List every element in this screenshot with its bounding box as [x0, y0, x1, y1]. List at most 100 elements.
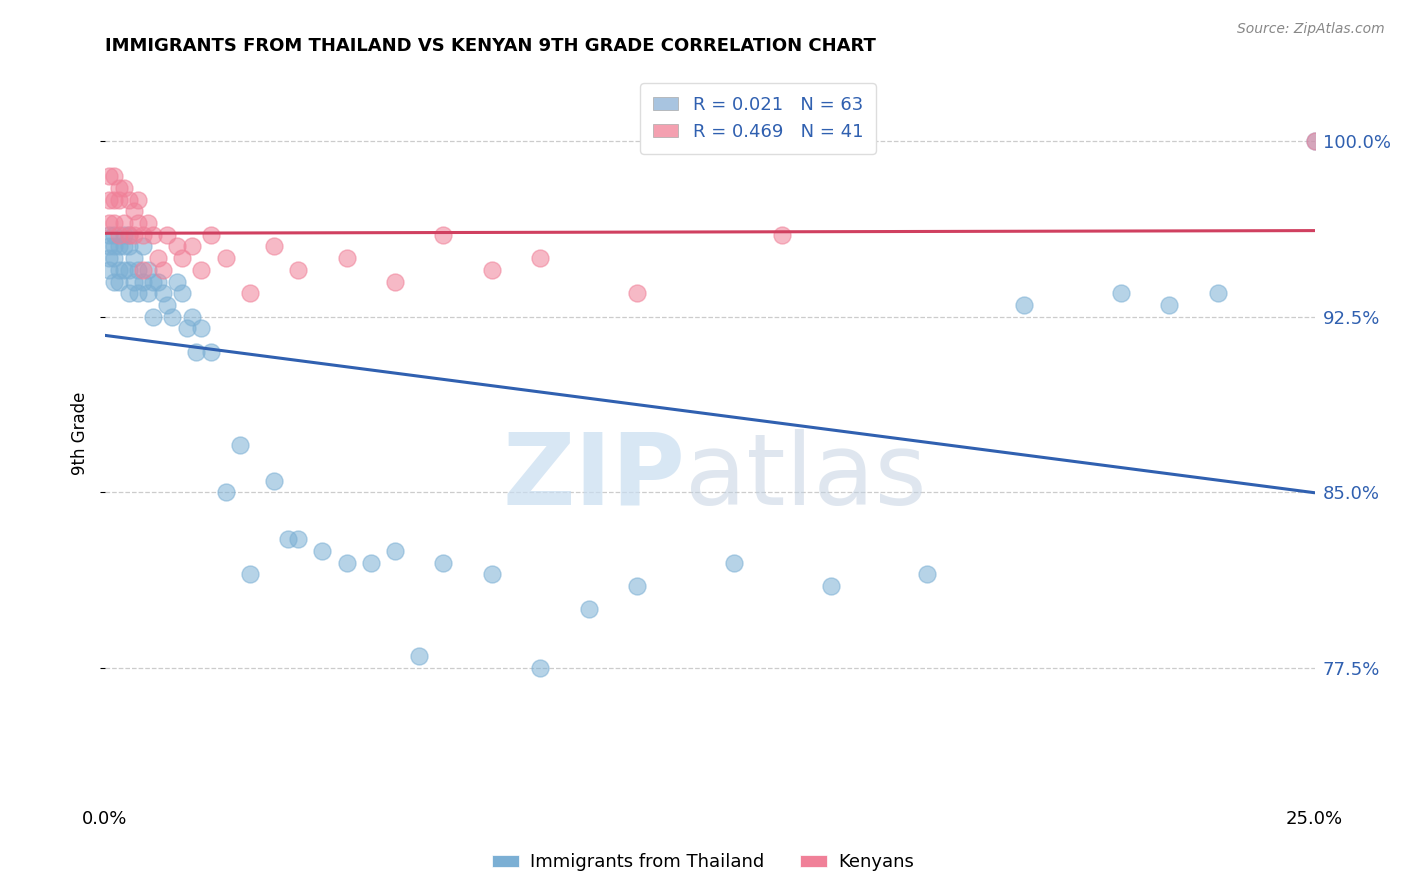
Point — [146, 275, 169, 289]
Point — [311, 544, 333, 558]
Point — [432, 556, 454, 570]
Point — [770, 227, 793, 242]
Point — [108, 227, 131, 242]
Point — [122, 251, 145, 265]
Point — [122, 204, 145, 219]
Point — [98, 216, 121, 230]
Point — [917, 567, 939, 582]
Point — [136, 262, 159, 277]
Point — [118, 286, 141, 301]
Point — [190, 321, 212, 335]
Point — [200, 227, 222, 242]
Point — [287, 262, 309, 277]
Point — [112, 227, 135, 242]
Point — [103, 275, 125, 289]
Point — [127, 262, 149, 277]
Point — [1012, 298, 1035, 312]
Point — [1109, 286, 1132, 301]
Point — [156, 298, 179, 312]
Text: Source: ZipAtlas.com: Source: ZipAtlas.com — [1237, 22, 1385, 37]
Point — [335, 556, 357, 570]
Point — [132, 262, 155, 277]
Point — [152, 286, 174, 301]
Point — [118, 227, 141, 242]
Point — [170, 286, 193, 301]
Point — [214, 485, 236, 500]
Point — [127, 193, 149, 207]
Point — [98, 227, 121, 242]
Point — [723, 556, 745, 570]
Point — [166, 275, 188, 289]
Point — [287, 532, 309, 546]
Point — [166, 239, 188, 253]
Point — [112, 216, 135, 230]
Point — [186, 344, 208, 359]
Point — [408, 649, 430, 664]
Point — [136, 216, 159, 230]
Point — [578, 602, 600, 616]
Point — [108, 262, 131, 277]
Point — [142, 310, 165, 324]
Point — [176, 321, 198, 335]
Point — [277, 532, 299, 546]
Point — [156, 227, 179, 242]
Point — [103, 251, 125, 265]
Point — [103, 169, 125, 183]
Point — [112, 239, 135, 253]
Point — [820, 579, 842, 593]
Point — [214, 251, 236, 265]
Point — [190, 262, 212, 277]
Point — [229, 438, 252, 452]
Point — [360, 556, 382, 570]
Text: IMMIGRANTS FROM THAILAND VS KENYAN 9TH GRADE CORRELATION CHART: IMMIGRANTS FROM THAILAND VS KENYAN 9TH G… — [104, 37, 876, 55]
Point — [152, 262, 174, 277]
Point — [98, 193, 121, 207]
Point — [1303, 134, 1326, 148]
Point — [481, 262, 503, 277]
Legend: Immigrants from Thailand, Kenyans: Immigrants from Thailand, Kenyans — [485, 847, 921, 879]
Point — [132, 275, 155, 289]
Point — [384, 275, 406, 289]
Point — [118, 239, 141, 253]
Point — [180, 310, 202, 324]
Point — [108, 181, 131, 195]
Point — [384, 544, 406, 558]
Point — [136, 286, 159, 301]
Point — [103, 239, 125, 253]
Point — [335, 251, 357, 265]
Point — [132, 239, 155, 253]
Point — [122, 227, 145, 242]
Point — [142, 227, 165, 242]
Point — [626, 579, 648, 593]
Point — [180, 239, 202, 253]
Point — [98, 262, 121, 277]
Point — [118, 262, 141, 277]
Point — [170, 251, 193, 265]
Point — [146, 251, 169, 265]
Point — [239, 286, 262, 301]
Point — [132, 227, 155, 242]
Point — [263, 474, 285, 488]
Point — [529, 251, 551, 265]
Point — [1159, 298, 1181, 312]
Point — [108, 193, 131, 207]
Y-axis label: 9th Grade: 9th Grade — [72, 392, 89, 475]
Point — [1206, 286, 1229, 301]
Point — [626, 286, 648, 301]
Point — [432, 227, 454, 242]
Point — [118, 193, 141, 207]
Point — [98, 169, 121, 183]
Point — [127, 216, 149, 230]
Point — [98, 239, 121, 253]
Point — [118, 227, 141, 242]
Point — [200, 344, 222, 359]
Point — [142, 275, 165, 289]
Point — [481, 567, 503, 582]
Point — [162, 310, 184, 324]
Text: atlas: atlas — [685, 429, 927, 525]
Point — [103, 216, 125, 230]
Point — [263, 239, 285, 253]
Point — [108, 275, 131, 289]
Point — [1303, 134, 1326, 148]
Point — [529, 661, 551, 675]
